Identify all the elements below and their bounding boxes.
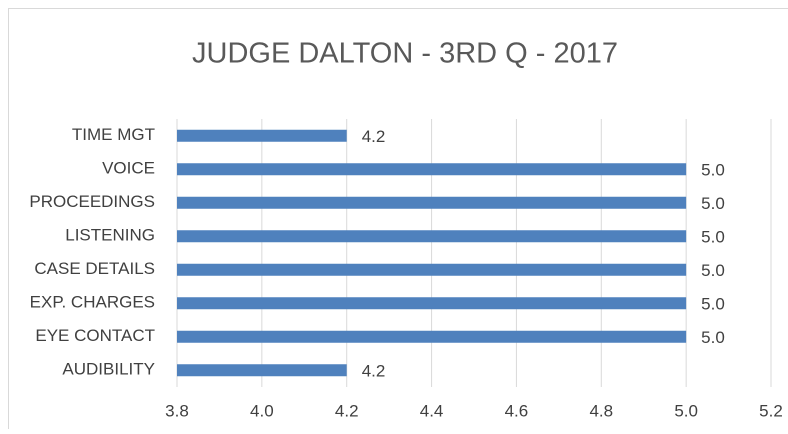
x-tick-label: 4.8 <box>589 401 613 420</box>
value-label: 4.2 <box>362 362 386 381</box>
bar <box>177 197 686 209</box>
x-tick-label: 5.2 <box>759 401 783 420</box>
value-label: 5.0 <box>701 161 725 180</box>
bar <box>177 163 686 175</box>
x-tick-label: 4.2 <box>335 401 359 420</box>
y-tick-label: AUDIBILITY <box>62 360 155 379</box>
value-label: 5.0 <box>701 328 725 347</box>
value-label: 5.0 <box>701 194 725 213</box>
value-label: 5.0 <box>701 261 725 280</box>
x-tick-label: 3.8 <box>165 401 189 420</box>
x-tick-label: 4.0 <box>250 401 274 420</box>
value-label: 5.0 <box>701 228 725 247</box>
value-label: 5.0 <box>701 295 725 314</box>
bar <box>177 297 686 309</box>
bar <box>177 364 347 376</box>
y-tick-label: EYE CONTACT <box>35 326 155 345</box>
bar <box>177 230 686 242</box>
x-tick-label: 4.6 <box>505 401 529 420</box>
y-tick-label: VOICE <box>102 159 155 178</box>
y-tick-label: TIME MGT <box>72 125 155 144</box>
bar <box>177 331 686 343</box>
bar <box>177 130 347 142</box>
bar <box>177 264 686 276</box>
y-tick-label: CASE DETAILS <box>34 259 155 278</box>
chart-title: JUDGE DALTON - 3RD Q - 2017 <box>192 38 618 70</box>
y-tick-label: LISTENING <box>65 226 155 245</box>
y-tick-label: PROCEEDINGS <box>29 192 155 211</box>
x-tick-label: 4.4 <box>420 401 444 420</box>
x-tick-label: 5.0 <box>674 401 698 420</box>
value-label: 4.2 <box>362 127 386 146</box>
y-tick-label: EXP. CHARGES <box>30 293 155 312</box>
